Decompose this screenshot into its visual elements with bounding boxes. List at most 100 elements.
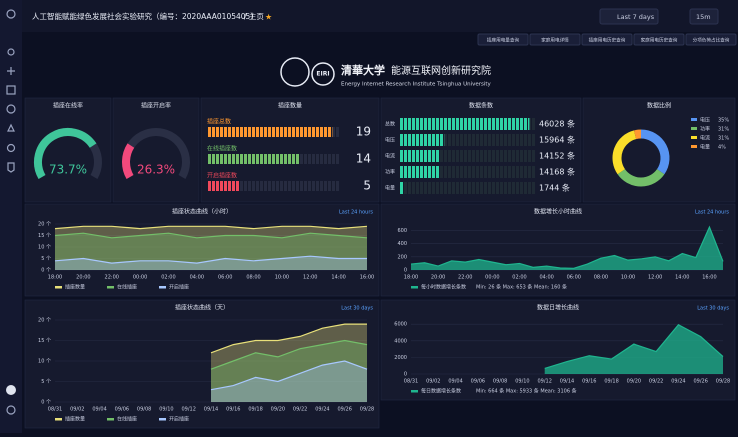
- dashboards-icon[interactable]: [6, 85, 16, 95]
- x-tick-label: 09/04: [92, 407, 106, 413]
- led-mask: [399, 166, 535, 178]
- panel-note: Last 24 hours: [695, 210, 729, 216]
- x-tick-label: 09/22: [649, 379, 663, 385]
- x-tick-label: 09/10: [159, 407, 173, 413]
- nav-button[interactable]: [581, 33, 633, 46]
- panel: [24, 203, 380, 297]
- legend-label: 开启插座: [169, 416, 189, 423]
- nav-button[interactable]: [477, 33, 529, 46]
- panel-title: 数据日增长曲线: [537, 304, 579, 312]
- legend-swatch: [691, 127, 697, 130]
- led-mask: [207, 154, 339, 164]
- x-tick-label: 09/08: [137, 407, 151, 413]
- y-tick-label: 15 个: [38, 233, 51, 239]
- x-tick-label: 08/31: [404, 379, 418, 385]
- panel-title: 数据条数: [469, 102, 493, 110]
- donut-slice: [617, 168, 665, 187]
- x-tick-label: 08/31: [48, 407, 62, 413]
- x-tick-label: 09/28: [360, 407, 374, 413]
- x-tick-label: 06:00: [218, 275, 232, 281]
- legend-swatch: [411, 286, 418, 289]
- x-tick-label: 09/28: [716, 379, 730, 385]
- x-tick-label: 00:00: [133, 275, 147, 281]
- logo-name: 清華大学: [341, 63, 385, 77]
- star-icon[interactable]: ★: [265, 13, 272, 22]
- refresh-picker[interactable]: [689, 8, 719, 25]
- time-range[interactable]: Last 7 days: [617, 13, 655, 21]
- user-avatar[interactable]: [6, 385, 16, 395]
- legend-swatch: [691, 136, 697, 139]
- bar-label: 电压: [385, 137, 395, 144]
- donut-slice: [633, 129, 642, 140]
- y-tick-label: 10 个: [38, 359, 51, 365]
- bar-value: 14168 条: [539, 167, 575, 177]
- bar-label: 总数: [385, 121, 395, 128]
- shield-icon[interactable]: [7, 162, 15, 173]
- x-tick-label: 10:00: [621, 275, 635, 281]
- y-tick-label: 20 个: [38, 222, 51, 228]
- legend-swatch: [107, 418, 114, 421]
- time-picker[interactable]: [599, 8, 659, 25]
- nav-button-label[interactable]: 插座用电量查询: [487, 37, 520, 44]
- explore-icon[interactable]: [6, 104, 16, 114]
- help-icon[interactable]: [6, 405, 16, 415]
- y-tick-label: 400: [397, 241, 407, 247]
- legend-swatch: [159, 418, 166, 421]
- legend-swatch: [159, 286, 166, 289]
- legend-swatch: [411, 390, 418, 393]
- legend-label: 电压: [700, 117, 710, 124]
- nav-button[interactable]: [529, 33, 581, 46]
- nav-button[interactable]: [633, 33, 685, 46]
- x-tick-label: 12:00: [303, 275, 317, 281]
- add-icon[interactable]: [7, 67, 15, 75]
- x-tick-label: 18:00: [48, 275, 62, 281]
- x-tick-label: 00:00: [485, 275, 499, 281]
- gauge-label: 26.3%: [137, 163, 175, 177]
- legend-label: 在线插座: [117, 284, 137, 291]
- legend-value: 35%: [718, 118, 729, 124]
- x-tick-label: 09/26: [338, 407, 352, 413]
- series-area: [55, 256, 367, 270]
- y-tick-label: 0 个: [41, 268, 51, 274]
- series-line: [210, 323, 367, 354]
- x-tick-label: 09/02: [70, 407, 84, 413]
- x-tick-label: 09/22: [293, 407, 307, 413]
- x-tick-label: 02:00: [161, 275, 175, 281]
- led-mask: [399, 118, 535, 130]
- x-tick-label: 09/02: [426, 379, 440, 385]
- tsinghua-seal: [280, 57, 310, 87]
- legend-stats: Min: 26 条 Max: 653 条 Mean: 160 条: [476, 284, 567, 291]
- logo-icon[interactable]: [6, 9, 16, 19]
- alerting-icon[interactable]: [7, 123, 15, 132]
- config-icon[interactable]: [6, 143, 16, 153]
- bar-value: 19: [356, 125, 371, 139]
- bar-value: 14152 条: [539, 151, 575, 161]
- y-tick-label: 0: [404, 372, 407, 378]
- series-line: [410, 225, 724, 269]
- x-tick-label: 08:00: [246, 275, 260, 281]
- panel-title: 插座在线率: [53, 102, 83, 110]
- search-icon[interactable]: [7, 48, 15, 56]
- breadcrumb[interactable]: / 主页: [244, 11, 264, 21]
- legend-swatch: [691, 118, 697, 121]
- nav-button-label[interactable]: 家庭用电详情: [541, 37, 569, 44]
- led-mask: [207, 181, 339, 191]
- logo: EIRI 清華大学 能源互联网创新研究院 Energy Internet Res…: [280, 57, 492, 88]
- nav-button[interactable]: [685, 33, 737, 46]
- x-tick-label: 10:00: [275, 275, 289, 281]
- panel: [380, 203, 736, 297]
- refresh-interval[interactable]: 15m: [696, 13, 711, 21]
- x-tick-label: 09/24: [315, 407, 329, 413]
- nav-button-label[interactable]: 家庭用电历史查询: [641, 37, 678, 44]
- nav-button-label[interactable]: 插座用电历史查询: [589, 37, 626, 44]
- legend-label: 功率: [700, 126, 710, 133]
- led-mask: [207, 127, 339, 137]
- legend-value: 31%: [718, 136, 729, 142]
- x-tick-label: 09/26: [694, 379, 708, 385]
- nav-button-label[interactable]: 分项负荷占比查询: [693, 37, 730, 44]
- series-line: [210, 360, 368, 391]
- panel: [24, 299, 380, 429]
- bar-value: 46028 条: [539, 119, 575, 129]
- led-mask: [399, 150, 535, 162]
- dashboard-title[interactable]: 人工智能赋能绿色发展社会实验研究（编号：2020AAA0105405）: [32, 11, 258, 21]
